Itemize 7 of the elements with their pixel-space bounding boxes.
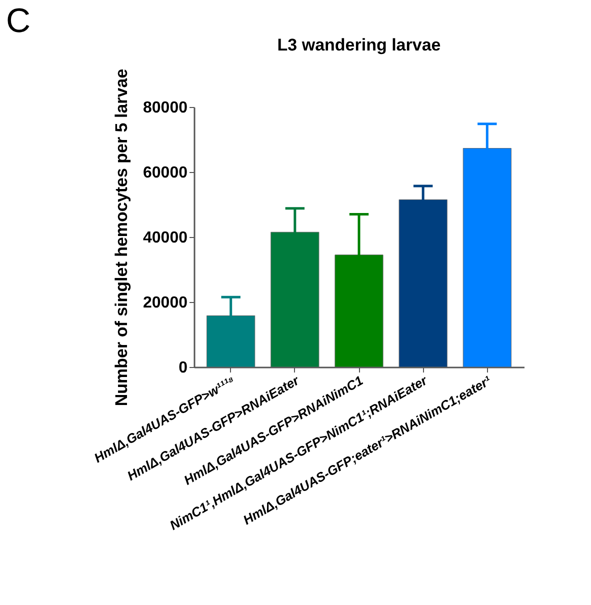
y-tick-label: 60000 [143, 164, 188, 182]
chart-title: L3 wandering larvae [277, 35, 441, 54]
y-tick-label: 20000 [143, 294, 188, 312]
y-tick-label: 0 [178, 360, 188, 376]
y-tick-label: 80000 [143, 100, 188, 116]
text: C [6, 2, 31, 41]
y-tick-label: 40000 [143, 230, 188, 246]
